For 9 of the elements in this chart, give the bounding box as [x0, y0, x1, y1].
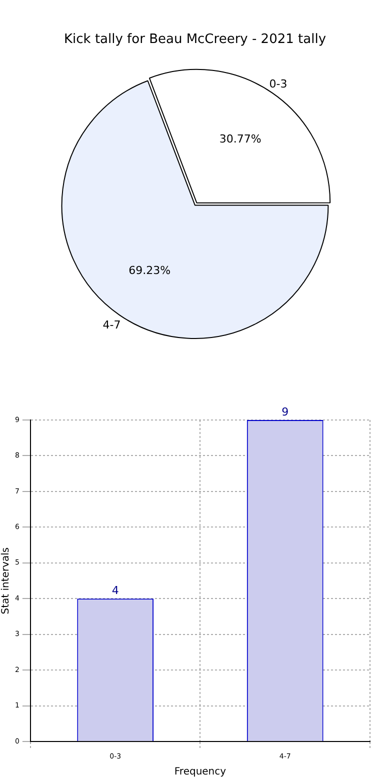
chart-title: Kick tally for Beau McCreery - 2021 tally	[64, 32, 326, 48]
data-label: 9	[282, 405, 289, 418]
y-axis-title: Stat intervals	[0, 547, 12, 614]
slice-label: 0-3	[269, 78, 288, 91]
data-label: 30.77%	[219, 132, 262, 146]
data-label: 4	[112, 584, 119, 598]
x-axis-title: Frequency	[174, 766, 226, 778]
slice-label: 4-7	[102, 318, 121, 332]
data-label: 69.23%	[128, 264, 171, 277]
